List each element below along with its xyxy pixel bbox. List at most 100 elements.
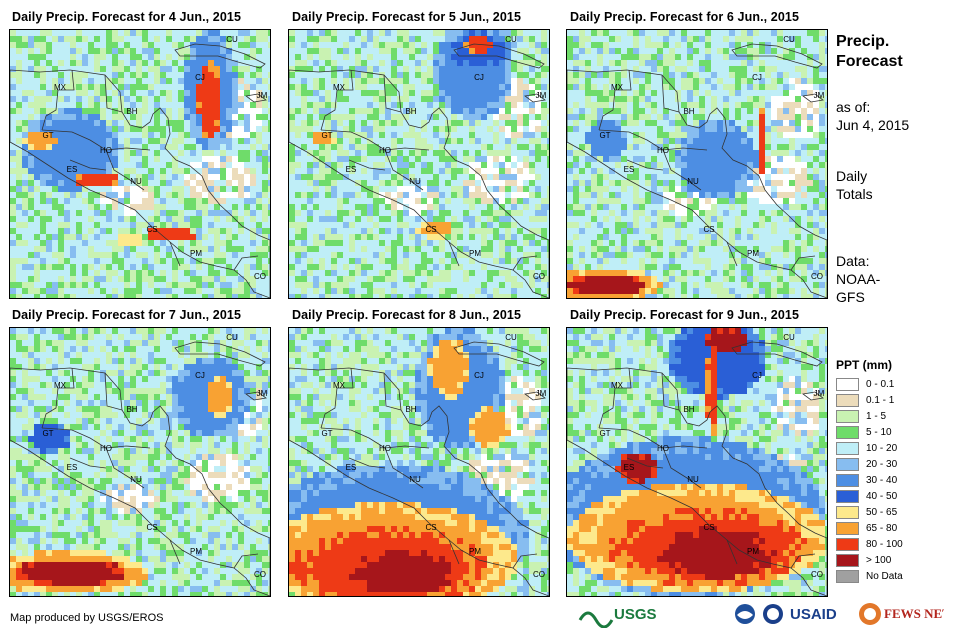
forecast-title: Precip. Forecast	[836, 32, 903, 72]
precip-field	[289, 328, 549, 596]
logo-strip: USGS USAID FEWS NET	[578, 600, 944, 628]
legend-swatch	[836, 377, 859, 391]
legend-item: 10 - 20	[836, 440, 903, 456]
usaid-seal	[763, 604, 783, 624]
country-label: CS	[425, 523, 436, 532]
country-label: HO	[100, 444, 112, 453]
country-label: CO	[254, 570, 266, 579]
country-label: GT	[599, 429, 610, 438]
forecast-title-line1: Precip.	[836, 33, 890, 50]
legend-swatch	[836, 537, 859, 551]
country-label: CO	[811, 272, 823, 281]
country-label: PM	[469, 547, 481, 556]
noaa-logo	[735, 604, 755, 624]
country-label: GT	[42, 131, 53, 140]
country-label: JM	[814, 389, 825, 398]
legend-item: 1 - 5	[836, 408, 903, 424]
legend-item: 40 - 50	[836, 488, 903, 504]
country-label: BH	[405, 405, 416, 414]
country-label: GT	[321, 131, 332, 140]
country-label: NU	[130, 177, 142, 186]
country-label: BH	[126, 405, 137, 414]
precip-field	[567, 328, 827, 596]
coastlines	[567, 43, 827, 298]
country-label: CJ	[752, 73, 762, 82]
country-label: PM	[469, 249, 481, 258]
legend-label: 10 - 20	[866, 442, 898, 454]
country-label: MX	[54, 381, 67, 390]
legend-label: 65 - 80	[866, 522, 898, 534]
legend-swatch	[836, 553, 859, 567]
country-label: HO	[657, 444, 669, 453]
country-label: MX	[333, 83, 346, 92]
country-label: ES	[346, 165, 357, 174]
country-label: CU	[783, 35, 795, 44]
precip-field	[10, 30, 270, 298]
country-label: HO	[657, 146, 669, 155]
country-label: CO	[811, 570, 823, 579]
legend-swatch	[836, 489, 859, 503]
country-label: CS	[425, 225, 436, 234]
country-label: CU	[505, 333, 517, 342]
coastlines	[289, 43, 549, 298]
daily-totals-note: Daily Totals	[836, 167, 873, 203]
daily-line: Daily	[836, 168, 868, 184]
country-label: HO	[100, 146, 112, 155]
legend-item: 5 - 10	[836, 424, 903, 440]
country-label: CJ	[195, 371, 205, 380]
legend: 0 - 0.1 0.1 - 1 1 - 5 5 - 10 10 - 20 20 - 30 3…	[836, 376, 903, 584]
panel-title-1: Daily Precip. Forecast for 4 Jun., 2015	[12, 10, 241, 24]
forecast-title-line2: Forecast	[836, 53, 903, 70]
legend-label: 50 - 65	[866, 506, 898, 518]
country-label: MX	[333, 381, 346, 390]
precip-map-5: MX BH GT HO ES NU CS PM CU CJ JM CO	[288, 327, 550, 597]
country-label: NU	[409, 177, 421, 186]
legend-swatch	[836, 521, 859, 535]
country-label: CU	[226, 35, 238, 44]
as-of-value: Jun 4, 2015	[836, 117, 910, 133]
as-of-date: as of: Jun 4, 2015	[836, 98, 909, 134]
legend-swatch	[836, 393, 859, 407]
country-label: ES	[624, 463, 635, 472]
legend-item: 50 - 65	[836, 504, 903, 520]
legend-item: 30 - 40	[836, 472, 903, 488]
country-label: NU	[687, 475, 699, 484]
legend-label: > 100	[866, 554, 892, 566]
country-label: BH	[683, 405, 694, 414]
country-label: JM	[257, 91, 268, 100]
country-label: MX	[54, 83, 67, 92]
precip-map-3: MX BH GT HO ES NU CS PM CU CJ JM CO	[566, 29, 828, 299]
data-source-label: Data:	[836, 253, 870, 269]
country-label: HO	[379, 146, 391, 155]
coastlines	[289, 341, 549, 596]
country-label: CS	[146, 225, 157, 234]
country-label: CO	[533, 272, 545, 281]
coastlines	[567, 341, 827, 596]
legend-label: 1 - 5	[866, 410, 887, 422]
panel-title-2: Daily Precip. Forecast for 5 Jun., 2015	[292, 10, 521, 24]
legend-label: 40 - 50	[866, 490, 898, 502]
precip-field	[567, 30, 827, 298]
legend-label: 0 - 0.1	[866, 378, 895, 390]
precip-field	[10, 328, 270, 596]
legend-swatch	[836, 409, 859, 423]
country-label: GT	[42, 429, 53, 438]
legend-label: 20 - 30	[866, 458, 898, 470]
fewsnet-logo-text: FEWS NET	[884, 606, 944, 621]
country-label: CO	[533, 570, 545, 579]
country-label: NU	[130, 475, 142, 484]
panel-title-5: Daily Precip. Forecast for 8 Jun., 2015	[292, 308, 521, 322]
country-label: BH	[683, 107, 694, 116]
data-source-name-1: NOAA-	[836, 271, 881, 287]
legend-swatch	[836, 441, 859, 455]
legend-swatch	[836, 425, 859, 439]
country-label: CJ	[752, 371, 762, 380]
totals-line: Totals	[836, 186, 873, 202]
country-label: JM	[536, 91, 547, 100]
country-label: CU	[226, 333, 238, 342]
legend-swatch	[836, 473, 859, 487]
country-label: PM	[747, 249, 759, 258]
legend-item: 20 - 30	[836, 456, 903, 472]
legend-label: 30 - 40	[866, 474, 898, 486]
legend-label: 80 - 100	[866, 538, 903, 550]
